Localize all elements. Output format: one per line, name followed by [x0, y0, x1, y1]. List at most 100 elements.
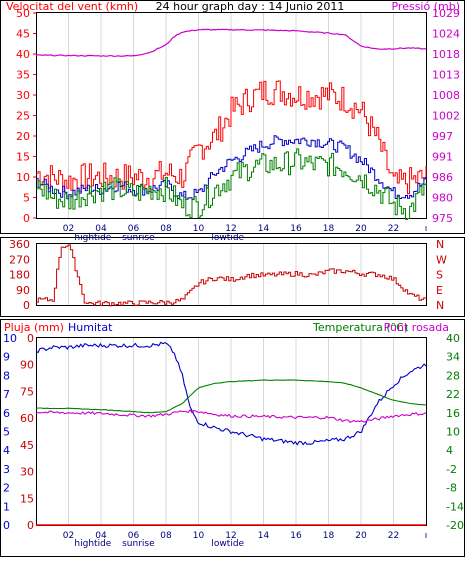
x-event-label: hightide	[74, 539, 111, 549]
wind-speed-tick: 15	[16, 151, 30, 164]
direction-degree-tick: 360	[9, 238, 30, 251]
pressure-tick: 975	[432, 212, 453, 225]
x-axis-end-mark: ı	[425, 531, 428, 541]
rain-tick: 0	[3, 519, 10, 532]
wind-axis-title: Velocitat del vent (kmh)	[6, 0, 138, 13]
series-line-direction	[36, 244, 427, 307]
temperature-axis-title: Temperatura (°C)	[312, 321, 408, 334]
x-tick-label: 22	[388, 531, 399, 541]
wind-speed-tick: 10	[16, 171, 30, 184]
pressure-tick-labels: 1029 1024 1018 1013 1008 1002 997 991 986 980 975	[432, 7, 460, 225]
wind-plot-area	[36, 12, 427, 219]
direction-series	[36, 244, 427, 307]
wind-speed-tick: 30	[16, 89, 30, 102]
temperature-tick: 40	[446, 332, 460, 345]
x-tick-label: 18	[323, 531, 335, 541]
x-tick-label: 18	[323, 224, 335, 234]
x-tick-label: 08	[160, 531, 172, 541]
direction-gridlines	[68, 244, 394, 305]
x-tick-label: 02	[63, 224, 74, 234]
panel-frame-temperature	[0, 319, 465, 557]
rain-tick: 1	[3, 500, 10, 513]
direction-compass-tick: W	[436, 253, 447, 266]
x-event-label: lowtide	[211, 233, 244, 243]
x-tick-label: 04	[95, 224, 107, 234]
chart-title: 24 hour graph day : 14 Junio 2011	[156, 0, 345, 13]
humidity-inner-tick-labels: 0 90 75 60 45 30 15 0	[20, 332, 34, 532]
direction-compass-tick: N	[436, 238, 444, 251]
temperature-tick: -14	[446, 500, 464, 513]
temperature-tick: -8	[446, 482, 457, 495]
pressure-tick: 986	[432, 171, 453, 184]
direction-degree-tick: 0	[23, 299, 30, 312]
x-tick-label: 22	[388, 224, 399, 234]
wind-speed-tick: 5	[23, 192, 30, 205]
humidity-inner-tick: 60	[20, 412, 34, 425]
direction-degree-tick: 180	[9, 269, 30, 282]
dewpoint-axis-title: Punt rosada	[384, 321, 449, 334]
x-tick-label: 10	[193, 224, 205, 234]
pressure-tick: 997	[432, 130, 453, 143]
x-event-label: sunrise	[122, 233, 155, 243]
rain-tick: 3	[3, 463, 10, 476]
pressure-tick: 991	[432, 151, 453, 164]
rain-tick: 4	[3, 444, 10, 457]
x-tick-label: 12	[225, 531, 236, 541]
temperature-tick: 28	[446, 369, 460, 382]
series-line-temperature	[35, 379, 427, 414]
rain-tick: 5	[3, 426, 10, 439]
x-tick-label: 08	[160, 224, 172, 234]
x-event-label: sunrise	[122, 539, 155, 549]
humidity-inner-tick: 45	[20, 439, 34, 452]
pressure-tick: 1018	[432, 48, 460, 61]
humidity-axis-title: Humitat	[68, 321, 113, 334]
temperature-x-event-labels: hightide sunrise lowtide	[74, 539, 244, 549]
x-tick-label: 06	[128, 531, 140, 541]
temperature-tick: 22	[446, 388, 460, 401]
series-line-humidity	[35, 341, 427, 446]
rain-tick: 10	[3, 332, 17, 345]
x-tick-label: 20	[355, 531, 367, 541]
pressure-tick: 980	[432, 192, 453, 205]
temperature-tick: 10	[446, 426, 460, 439]
temperature-series	[35, 341, 427, 526]
rain-tick: 6	[3, 407, 10, 420]
x-tick-label: 12	[225, 224, 236, 234]
temperature-tick: 4	[446, 444, 453, 457]
temperature-tick: 16	[446, 407, 460, 420]
direction-degree-tick-labels: 360 270 180 90 0	[9, 238, 30, 312]
temperature-tick: 34	[446, 351, 460, 364]
direction-degree-tick: 90	[16, 284, 30, 297]
temperature-x-tick-labels: 02 04 06 08 10 12 14 16 18 20 22 ı	[63, 531, 427, 541]
rain-axis-title: Pluja (mm)	[4, 321, 64, 334]
direction-compass-tick: E	[436, 284, 443, 297]
temperature-tick: -20	[446, 519, 464, 532]
wind-speed-tick: 35	[16, 69, 30, 82]
wind-speed-tick: 0	[23, 212, 30, 225]
humidity-inner-tick: 0	[27, 332, 34, 345]
pressure-tick: 1002	[432, 110, 460, 123]
wind-series	[35, 28, 427, 220]
direction-plot-area	[36, 243, 427, 306]
x-axis-end-mark: ı	[425, 224, 428, 234]
wind-x-tick-labels: 02 04 06 08 10 12 14 16 18 20 22 ı	[63, 224, 427, 234]
wind-x-event-labels: hightide sunrise lowtide	[74, 233, 244, 243]
x-tick-label: 16	[290, 224, 302, 234]
direction-degree-tick: 270	[9, 253, 30, 266]
pressure-axis-title: Pressió (mb)	[391, 0, 460, 13]
pressure-tick: 1029	[432, 7, 460, 20]
direction-compass-tick: S	[436, 269, 443, 282]
x-tick-label: 10	[193, 531, 205, 541]
x-tick-label: 20	[355, 224, 367, 234]
x-tick-label: 14	[258, 531, 270, 541]
series-line-gust	[36, 80, 427, 195]
series-line-dew-point	[35, 408, 427, 423]
wind-speed-tick: 50	[16, 7, 30, 20]
x-event-label: lowtide	[211, 539, 244, 549]
humidity-inner-tick: 30	[20, 466, 34, 479]
